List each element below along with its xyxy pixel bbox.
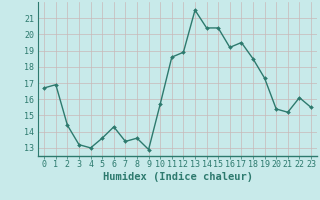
X-axis label: Humidex (Indice chaleur): Humidex (Indice chaleur) — [103, 172, 252, 182]
